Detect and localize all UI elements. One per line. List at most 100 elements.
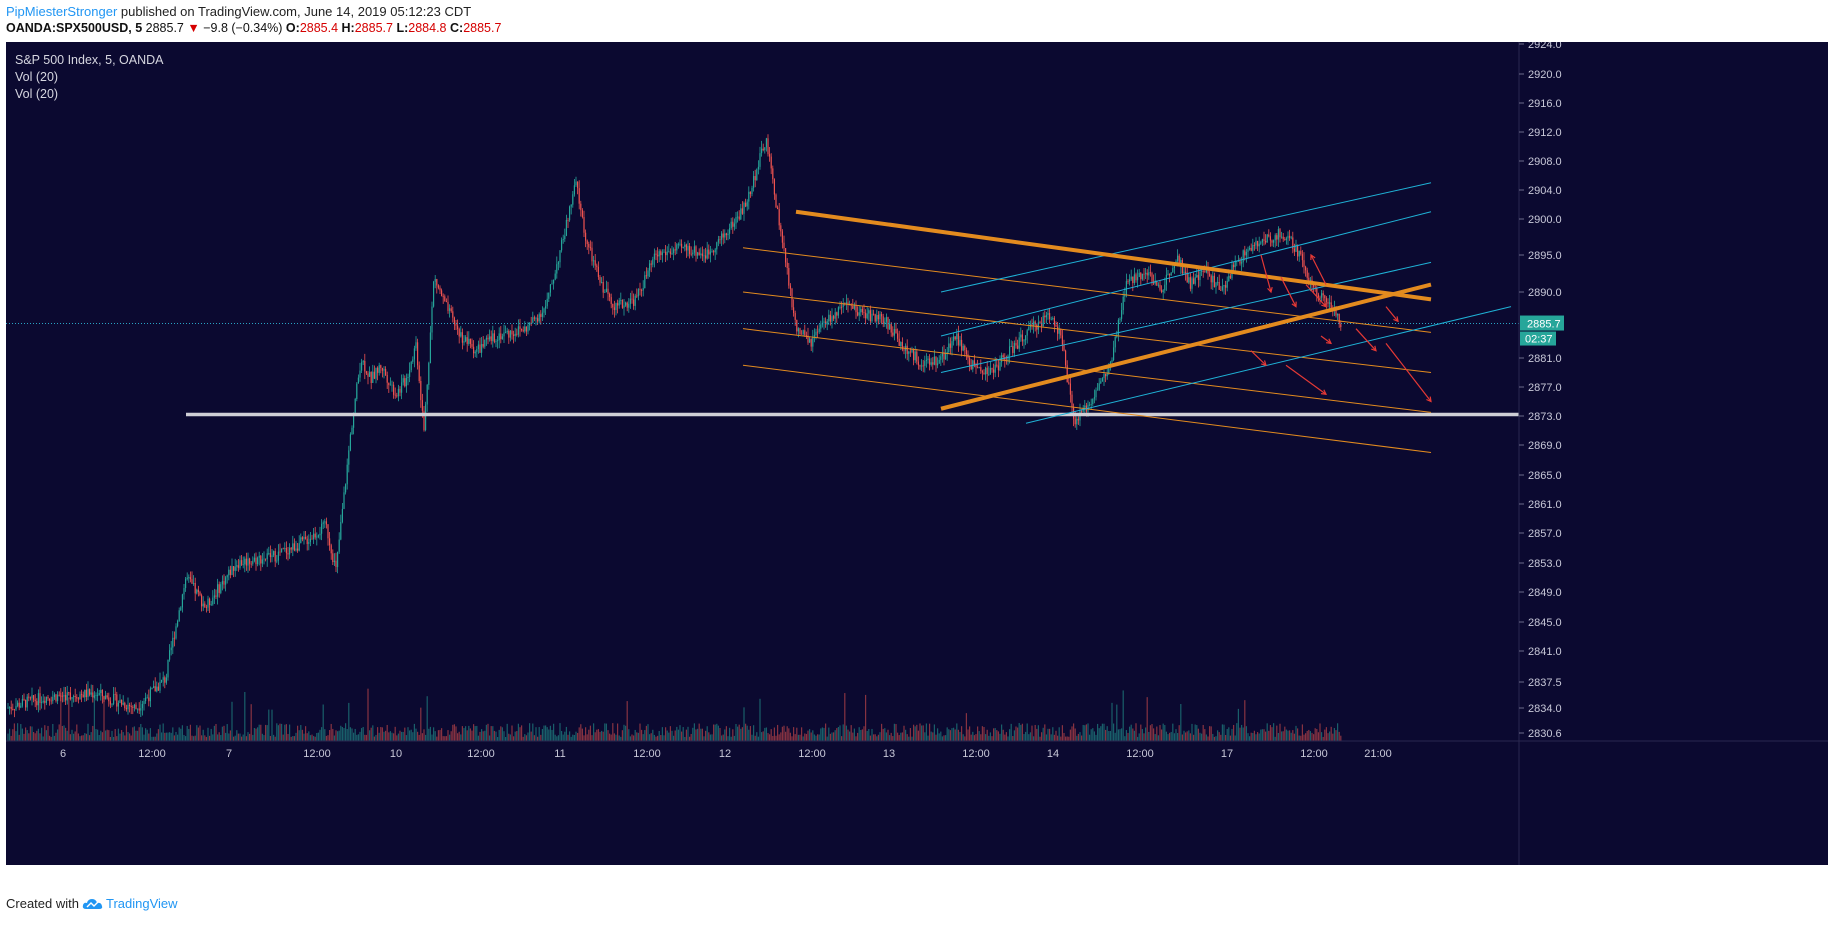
volume-bar — [1050, 734, 1052, 741]
volume-bar — [441, 728, 443, 741]
candle-body — [1226, 280, 1228, 288]
indicator-vol-2[interactable]: Vol (20) — [15, 87, 59, 101]
volume-bar — [588, 729, 590, 741]
volume-bar — [385, 730, 387, 741]
candle-body — [13, 709, 15, 711]
volume-bar — [610, 734, 612, 741]
volume-bar — [1001, 724, 1003, 741]
candle-body — [279, 551, 281, 553]
volume-bar — [660, 735, 662, 741]
candle-body — [156, 686, 158, 692]
volume-bar — [705, 730, 707, 741]
volume-bar — [1194, 724, 1196, 741]
candle-body — [370, 371, 372, 384]
candle-body — [1061, 335, 1063, 345]
candle-body — [1023, 340, 1025, 342]
indicator-vol-1[interactable]: Vol (20) — [15, 70, 59, 84]
volume-bar — [447, 730, 449, 741]
candle-body — [1156, 280, 1158, 286]
candle-body — [767, 138, 769, 155]
candle-body — [55, 694, 57, 702]
volume-bar — [778, 734, 780, 741]
volume-bar — [962, 734, 964, 741]
volume-bar — [847, 729, 849, 741]
volume-bar — [1061, 725, 1063, 741]
volume-bar — [548, 729, 550, 741]
volume-bar — [927, 735, 929, 741]
candle-body — [385, 369, 387, 376]
candle-body — [1209, 273, 1211, 276]
candle-body — [775, 194, 777, 208]
volume-bar — [52, 723, 54, 741]
volume-bar — [641, 729, 643, 741]
volume-bar — [714, 724, 716, 741]
candle-body — [618, 300, 620, 306]
candle-body — [258, 555, 260, 558]
candle-body — [82, 694, 84, 698]
ohlc-line: OANDA:SPX500USD, 5 2885.7 ▼ −9.8 (−0.34%… — [6, 21, 501, 35]
volume-bar — [129, 733, 131, 741]
volume-bar — [114, 729, 116, 741]
volume-bar — [341, 726, 343, 741]
candle-body — [1191, 278, 1193, 289]
candle-body — [1009, 346, 1011, 356]
volume-bar — [393, 733, 395, 741]
volume-bar — [1255, 734, 1257, 741]
volume-bar — [1241, 724, 1243, 741]
candle-body — [626, 302, 628, 308]
candle-body — [986, 367, 988, 375]
candle-body — [834, 312, 836, 319]
candle-body — [90, 692, 92, 695]
volume-bar — [855, 736, 857, 741]
volume-bar — [511, 725, 513, 741]
candle-body — [1202, 271, 1204, 273]
volume-bar — [860, 729, 862, 741]
volume-bar — [1063, 732, 1065, 741]
volume-bar — [748, 729, 750, 741]
volume-bar — [319, 729, 321, 741]
price-tick-label: 2877.0 — [1528, 382, 1562, 394]
volume-bar — [559, 723, 561, 741]
candle-body — [268, 553, 270, 554]
volume-bar — [988, 735, 990, 741]
candle-body — [77, 698, 79, 700]
tradingview-logo[interactable]: TradingView — [82, 896, 178, 911]
volume-bar — [252, 734, 254, 741]
price-chart-svg[interactable]: 2924.02920.02916.02912.02908.02904.02900… — [6, 42, 1828, 865]
chart-area[interactable]: 2924.0 2920.0 2916.0 2912.0 2908.0 2904.0 2900… — [6, 42, 1828, 865]
volume-bar — [225, 732, 227, 741]
volume-bar — [340, 725, 342, 741]
volume-bar — [703, 736, 705, 741]
volume-bar — [985, 734, 987, 741]
price-tick-label: 2904.0 — [1528, 185, 1562, 197]
candle-body — [973, 360, 975, 365]
volume-bar — [655, 736, 657, 741]
volume-bar — [807, 730, 809, 741]
candle-body — [525, 326, 527, 332]
candle-body — [978, 367, 980, 368]
candle-body — [565, 219, 567, 236]
volume-bar — [92, 725, 94, 741]
volume-bar — [481, 729, 483, 741]
volume-bar — [132, 727, 134, 741]
volume-bar — [1149, 725, 1151, 741]
volume-bar — [780, 732, 782, 741]
volume-bar — [189, 724, 191, 741]
volume-bar — [1018, 723, 1020, 741]
candle-body — [1257, 240, 1259, 247]
candle-body — [671, 253, 673, 254]
legend-overlay: S&P 500 Index, 5, OANDA Vol (20) Vol (20… — [15, 52, 163, 103]
candle-body — [260, 555, 262, 564]
volume-bar — [1322, 736, 1324, 741]
candle-body — [292, 543, 294, 550]
volume-bar — [1105, 729, 1107, 741]
volume-bar — [1057, 735, 1059, 741]
author-link[interactable]: PipMiesterStronger — [6, 4, 118, 19]
volume-bar — [490, 726, 492, 741]
candle-body — [244, 558, 246, 565]
volume-bar — [237, 733, 239, 741]
candle-body — [805, 335, 807, 336]
volume-bar — [412, 732, 414, 741]
candle-body — [1289, 235, 1291, 238]
volume-bar — [404, 727, 406, 741]
